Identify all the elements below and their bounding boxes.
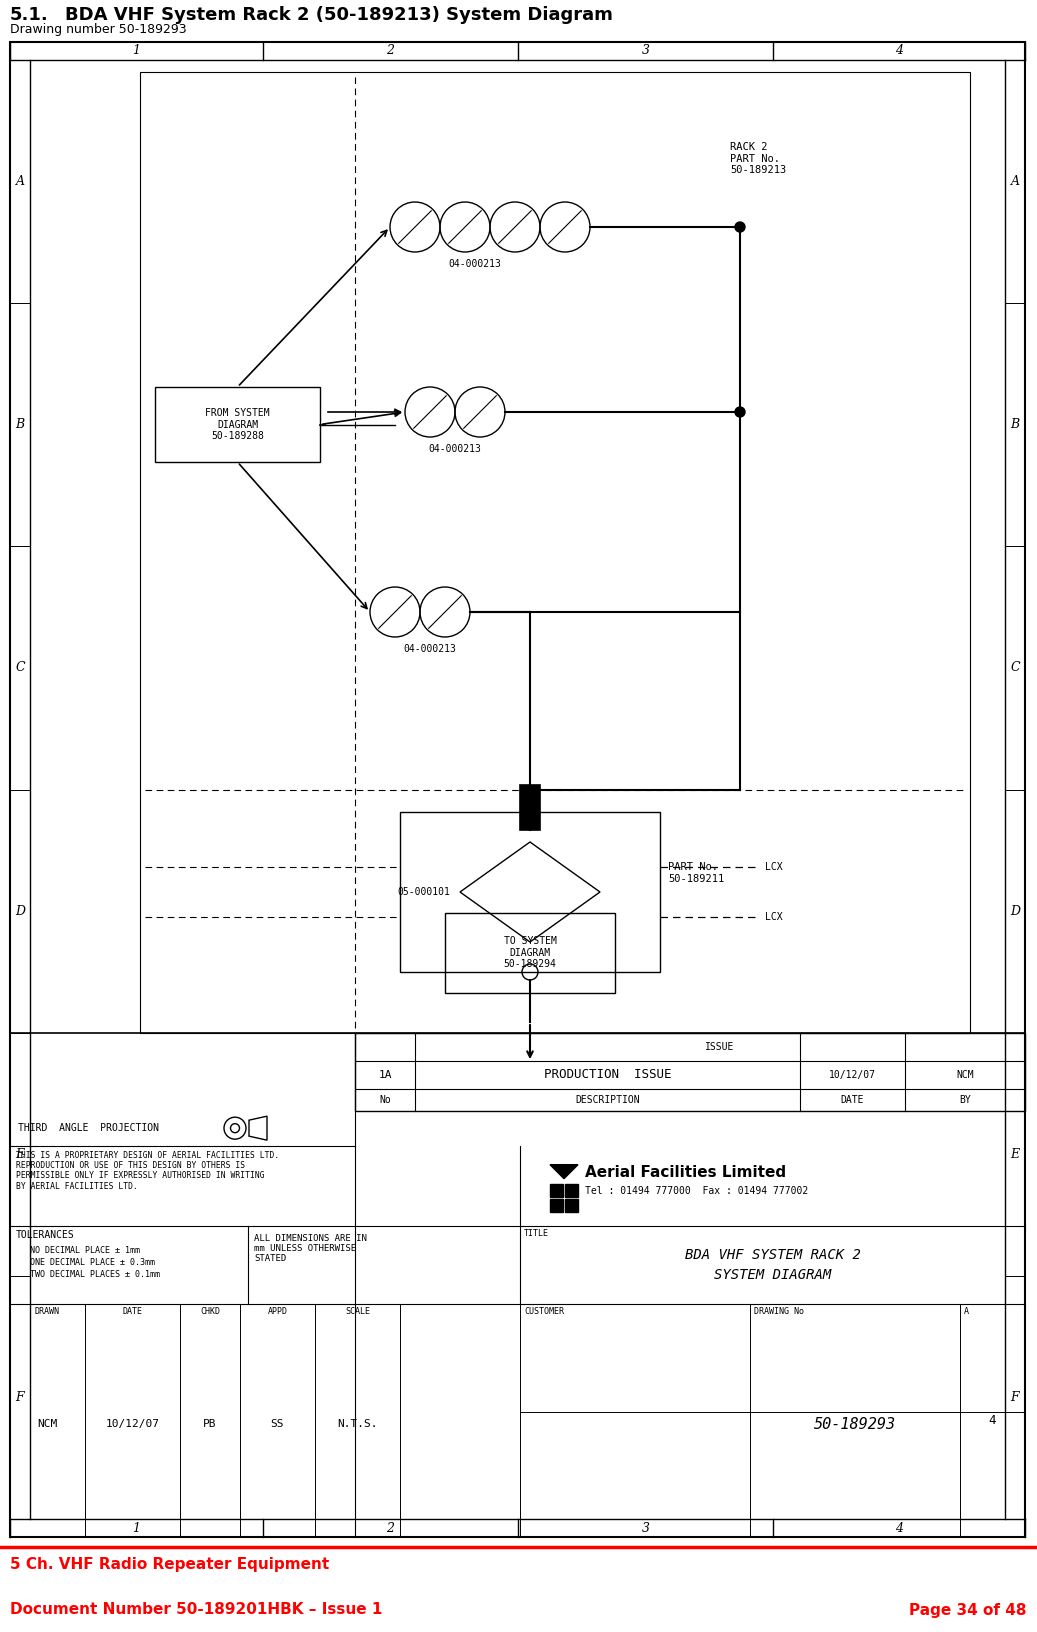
Text: 4: 4 [895,1521,903,1534]
Text: 1: 1 [133,1521,140,1534]
Bar [445,912,615,992]
Text: TOLERANCES: TOLERANCES [16,1229,75,1240]
Circle shape [735,406,745,418]
Text: 10/12/07: 10/12/07 [829,1069,876,1080]
Text: N.T.S.: N.T.S. [337,1420,377,1430]
Text: BDA VHF SYSTEM RACK 2: BDA VHF SYSTEM RACK 2 [684,1248,861,1262]
Text: BY: BY [959,1095,971,1105]
Text: SYSTEM DIAGRAM: SYSTEM DIAGRAM [713,1268,831,1281]
Text: 1A: 1A [379,1069,392,1080]
Text: 5 Ch. VHF Radio Repeater Equipment: 5 Ch. VHF Radio Repeater Equipment [10,1557,330,1573]
Bar [355,1033,1025,1111]
Text: PRODUCTION  ISSUE: PRODUCTION ISSUE [543,1069,671,1080]
Text: RACK 2
PART No.
50-189213: RACK 2 PART No. 50-189213 [730,142,786,175]
Text: CUSTOMER: CUSTOMER [524,1307,564,1315]
Text: C: C [1010,661,1019,674]
Text: 05-000101: 05-000101 [397,888,450,898]
Text: DRAWING No: DRAWING No [754,1307,804,1315]
Text: TITLE: TITLE [524,1229,549,1237]
Text: CHKD: CHKD [200,1307,220,1315]
Text: E: E [1010,1147,1019,1160]
Text: E: E [16,1147,25,1160]
Polygon shape [550,1165,578,1178]
Bar [565,1198,578,1211]
Text: 5.1.: 5.1. [10,7,49,24]
Text: No: No [380,1095,391,1105]
Text: DRAWN: DRAWN [35,1307,60,1315]
Text: A: A [1010,175,1019,188]
Text: Aerial Facilities Limited: Aerial Facilities Limited [585,1165,786,1180]
Bar [520,785,540,829]
Text: LCX: LCX [765,862,783,871]
Text: F: F [1011,1390,1019,1404]
Text: ONE DECIMAL PLACE ± 0.3mm: ONE DECIMAL PLACE ± 0.3mm [30,1258,155,1266]
Bar [550,1183,563,1196]
Text: Drawing number 50-189293: Drawing number 50-189293 [10,23,187,36]
Text: A: A [964,1307,969,1315]
Text: SS: SS [271,1420,284,1430]
Text: NCM: NCM [956,1069,974,1080]
Text: D: D [1010,904,1020,917]
Text: 2: 2 [387,44,394,57]
Text: DESCRIPTION: DESCRIPTION [576,1095,640,1105]
Text: D: D [15,904,25,917]
Text: 04-000213: 04-000213 [403,645,456,654]
Text: 50-189293: 50-189293 [814,1417,896,1431]
Text: APPD: APPD [268,1307,287,1315]
Text: 4: 4 [895,44,903,57]
Text: SCALE: SCALE [345,1307,370,1315]
Text: NO DECIMAL PLACE ± 1mm: NO DECIMAL PLACE ± 1mm [30,1245,140,1255]
Text: LCX: LCX [765,912,783,922]
Bar [140,72,970,1033]
Text: F: F [16,1390,24,1404]
Text: 4: 4 [988,1413,997,1426]
Text: C: C [16,661,25,674]
Text: Tel : 01494 777000  Fax : 01494 777002: Tel : 01494 777000 Fax : 01494 777002 [585,1186,808,1196]
Text: THIRD  ANGLE  PROJECTION: THIRD ANGLE PROJECTION [18,1123,159,1133]
Text: 10/12/07: 10/12/07 [106,1420,160,1430]
Text: FROM SYSTEM
DIAGRAM
50-189288: FROM SYSTEM DIAGRAM 50-189288 [205,408,270,441]
Text: TWO DECIMAL PLACES ± 0.1mm: TWO DECIMAL PLACES ± 0.1mm [30,1270,160,1278]
Text: 3: 3 [642,44,649,57]
Text: 1: 1 [133,44,140,57]
Text: 2: 2 [387,1521,394,1534]
Text: ISSUE: ISSUE [705,1041,734,1051]
Text: PB: PB [203,1420,217,1430]
Text: 04-000213: 04-000213 [428,444,481,454]
Text: 3: 3 [642,1521,649,1534]
Bar [550,1198,563,1211]
Text: DATE: DATE [841,1095,864,1105]
Text: B: B [1010,418,1019,431]
Text: Document Number 50-189201HBK – Issue 1: Document Number 50-189201HBK – Issue 1 [10,1603,383,1617]
Text: A: A [16,175,25,188]
Bar [565,1183,578,1196]
Text: NCM: NCM [37,1420,58,1430]
Text: DATE: DATE [122,1307,142,1315]
Bar [10,1033,1025,1537]
Text: THIS IS A PROPRIETARY DESIGN OF AERIAL FACILITIES LTD.
REPRODUCTION OR USE OF TH: THIS IS A PROPRIETARY DESIGN OF AERIAL F… [16,1151,279,1191]
Text: B: B [16,418,25,431]
Text: PART No.
50-189211: PART No. 50-189211 [668,862,724,883]
Text: Page 34 of 48: Page 34 of 48 [909,1603,1027,1617]
Text: BDA VHF System Rack 2 (50-189213) System Diagram: BDA VHF System Rack 2 (50-189213) System… [65,7,613,24]
Bar [155,387,320,462]
Text: 04-000213: 04-000213 [449,259,502,269]
Text: TO SYSTEM
DIAGRAM
50-189294: TO SYSTEM DIAGRAM 50-189294 [504,937,557,969]
Text: ALL DIMENSIONS ARE IN
mm UNLESS OTHERWISE
STATED: ALL DIMENSIONS ARE IN mm UNLESS OTHERWIS… [254,1234,367,1263]
Circle shape [735,222,745,232]
Bar [400,813,660,973]
